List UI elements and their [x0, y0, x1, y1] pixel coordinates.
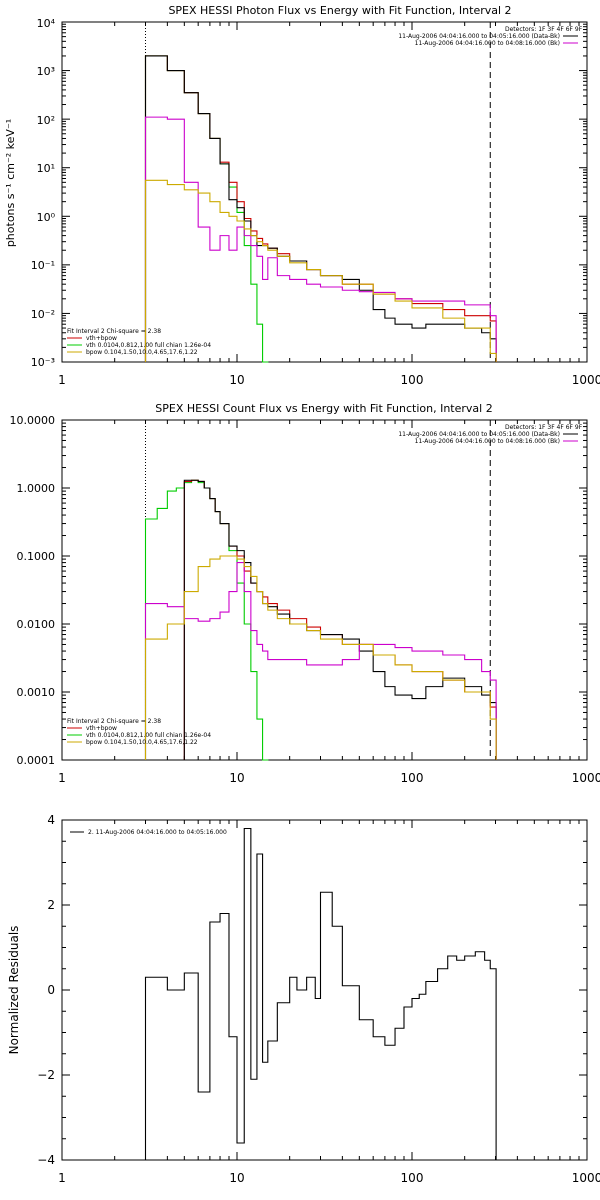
- count-plot-frame: [61, 419, 588, 761]
- photon-chart-title: SPEX HESSI Photon Flux vs Energy with Fi…: [168, 4, 511, 17]
- count-series-line-2: [183, 479, 497, 760]
- count-legend-header: Detectors: 1F 3F 4F 6F 9F: [505, 424, 583, 431]
- count-series-line-3: [144, 562, 497, 760]
- residuals-y-tick-label: 2: [47, 898, 55, 912]
- photon-legend-entry-bk: 11-Aug-2006 04:04:16.000 to 04:08:16.000…: [415, 40, 560, 47]
- photon-legend-entry-data: 11-Aug-2006 04:04:16.000 to 04:05:16.000…: [398, 33, 560, 40]
- photon-series-line-0: [144, 55, 269, 363]
- photon-fit-entry: vth 0.0104,0.812,1.00 full chian 1.26e-0…: [86, 342, 211, 349]
- count-fit-entry: bpow 0.104,1.50,10.0,4.65,17.6,1.22: [86, 739, 198, 746]
- count-series: [144, 479, 497, 761]
- photon-ticks: [61, 22, 587, 363]
- photon-series-line-4: [144, 179, 497, 362]
- photon-x-tick-label: 1000: [572, 373, 600, 387]
- photon-fit-entry: vth+bpow: [86, 335, 117, 342]
- residuals-ticks: [61, 819, 587, 1161]
- count-x-tick-label: 100: [401, 771, 424, 785]
- residuals-legend: 2. 11-Aug-2006 04:04:16.000 to 04:05:16.…: [70, 829, 227, 836]
- residuals-x-tick-label: 1000: [572, 1171, 600, 1185]
- count-legend-top: Detectors: 1F 3F 4F 6F 9F 11-Aug-2006 04…: [398, 424, 582, 445]
- photon-y-tick-label: 10⁻¹: [31, 259, 55, 272]
- residuals-y-tick-label: 0: [47, 983, 55, 997]
- count-legend-entry-bk: 11-Aug-2006 04:04:16.000 to 04:08:16.000…: [415, 438, 560, 445]
- photon-reference-lines: [144, 22, 491, 362]
- residuals-x-tick-label: 100: [401, 1171, 424, 1185]
- count-x-tick-label: 10: [229, 771, 244, 785]
- photon-series-line-3: [144, 116, 497, 362]
- count-ticks: [61, 420, 587, 761]
- count-y-tick-label: 1.0000: [17, 482, 56, 495]
- count-series-line-4: [144, 555, 497, 760]
- residuals-y-tick-label: 4: [47, 813, 55, 827]
- count-fit-entry: vth 0.0104,0.812,1.00 full chian 1.26e-0…: [86, 732, 211, 739]
- count-y-tick-label: 0.0100: [17, 618, 56, 631]
- residuals-plot-frame: [61, 819, 588, 1161]
- photon-x-tick-label: 100: [401, 373, 424, 387]
- count-y-tick-label: 0.0010: [17, 686, 56, 699]
- residuals-x-tick-label: 1: [58, 1171, 66, 1185]
- photon-fit-header: Fit Interval 2 Chi-square = 2.38: [67, 328, 161, 335]
- photon-y-tick-label: 10¹: [37, 162, 55, 175]
- count-series-line-0: [144, 479, 269, 761]
- photon-legend-header: Detectors: 1F 3F 4F 6F 9F: [505, 26, 583, 33]
- photon-legend-bottom: Fit Interval 2 Chi-square = 2.38 vth+bpo…: [67, 328, 211, 356]
- residuals-legend-entry: 2. 11-Aug-2006 04:04:16.000 to 04:05:16.…: [88, 829, 227, 836]
- photon-fit-entry: bpow 0.104,1.50,10.0,4.65,17.6,1.22: [86, 349, 198, 356]
- count-fit-header: Fit Interval 2 Chi-square = 2.38: [67, 718, 161, 725]
- count-y-tick-label: 10.0000: [10, 414, 56, 427]
- photon-y-tick-label: 10⁻³: [31, 356, 55, 369]
- count-reference-lines: [144, 420, 491, 760]
- photon-flux-panel: SPEX HESSI Photon Flux vs Energy with Fi…: [4, 4, 600, 387]
- residuals-y-axis-label: Normalized Residuals: [7, 926, 21, 1055]
- residuals-x-tick-label: 10: [229, 1171, 244, 1185]
- count-legend-bottom: Fit Interval 2 Chi-square = 2.38 vth+bpo…: [67, 718, 211, 746]
- residuals-series-line-0: [144, 827, 497, 1160]
- residuals-y-tick-label: −4: [37, 1153, 55, 1167]
- count-x-tick-label: 1000: [572, 771, 600, 785]
- count-chart-title: SPEX HESSI Count Flux vs Energy with Fit…: [155, 402, 492, 415]
- count-series-line-1: [183, 479, 497, 760]
- photon-y-axis-label: photons s⁻¹ cm⁻² keV⁻¹: [4, 119, 17, 247]
- photon-y-tick-label: 10²: [37, 114, 55, 127]
- photon-series: [144, 55, 497, 363]
- photon-x-tick-label: 1: [58, 373, 66, 387]
- count-fit-entry: vth+bpow: [86, 725, 117, 732]
- photon-y-tick-label: 10⁴: [37, 17, 56, 30]
- photon-plot-frame: [61, 21, 588, 363]
- photon-legend-top: Detectors: 1F 3F 4F 6F 9F 11-Aug-2006 04…: [398, 26, 582, 47]
- count-flux-panel: SPEX HESSI Count Flux vs Energy with Fit…: [10, 402, 600, 785]
- residuals-panel: Normalized Residuals −4 −2 0 2 4 1 10 10…: [7, 813, 600, 1185]
- residuals-y-tick-label: −2: [37, 1068, 55, 1082]
- count-x-tick-label: 1: [58, 771, 66, 785]
- count-y-tick-label: 0.0001: [17, 754, 56, 767]
- residuals-series: [144, 827, 497, 1160]
- photon-y-tick-label: 10⁻²: [31, 308, 55, 321]
- count-y-tick-label: 0.1000: [17, 550, 56, 563]
- photon-y-tick-label: 10³: [37, 65, 55, 78]
- photon-x-tick-label: 10: [229, 373, 244, 387]
- photon-y-tick-label: 10⁰: [37, 211, 56, 224]
- count-legend-entry-data: 11-Aug-2006 04:04:16.000 to 04:05:16.000…: [398, 431, 560, 438]
